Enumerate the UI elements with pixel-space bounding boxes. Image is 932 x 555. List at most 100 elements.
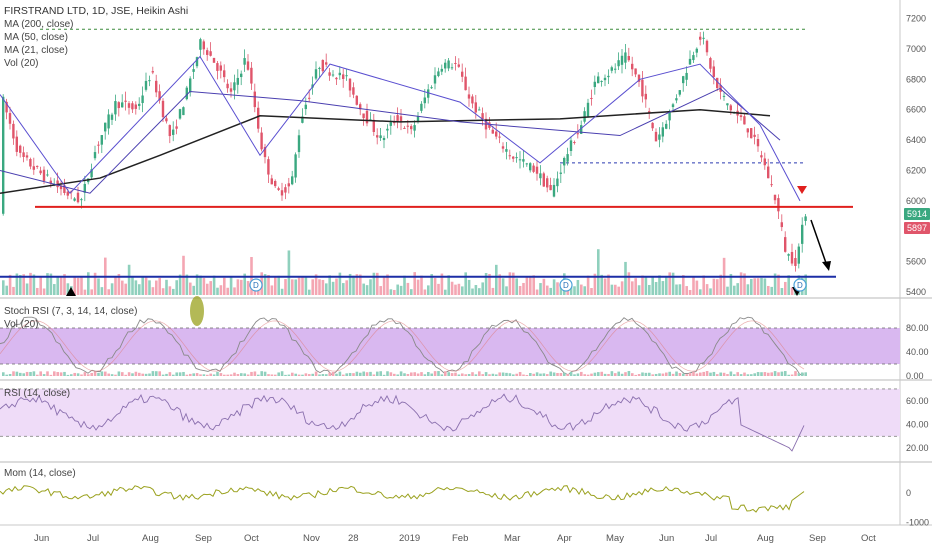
volume-bar [5,285,8,295]
candle-body [505,149,508,152]
volume-bar [73,277,76,295]
stoch-volume-bar [620,373,624,376]
candle-body [583,111,586,122]
candle-body [76,192,80,203]
volume-bar [189,282,192,295]
volume-bar [729,273,733,295]
candle-body [597,76,600,84]
price-tick-label: 7000 [906,44,926,54]
legend-ma200[interactable]: MA (200, close) [4,19,74,30]
stoch-volume-bar [559,372,563,376]
candles-group [2,31,807,272]
volume-bar [525,277,529,295]
candle-body [19,145,22,153]
volume-bar [784,281,787,295]
candle-body [682,76,685,84]
candle-body [600,80,603,82]
legend-ma50[interactable]: MA (50, close) [4,32,68,43]
stoch-volume-bar [59,372,63,376]
time-tick-label: Oct [861,533,876,544]
legend-vol[interactable]: Vol (20) [4,58,39,69]
volume-bar [263,274,267,295]
candle-body [729,105,732,111]
candle-body [389,122,392,126]
stoch-volume-bar [508,373,512,376]
rsi-label[interactable]: RSI (14, close) [4,388,71,399]
stoch-volume-bar [389,372,393,376]
candle-body [790,251,794,264]
candle-body [668,111,671,121]
candle-body [338,72,341,76]
candle-body [580,125,583,134]
stoch-volume-bar [675,371,678,376]
candle-body [746,128,749,133]
volume-bar [539,283,542,295]
volume-bar [641,275,644,295]
stoch-volume-bar [709,372,712,376]
candle-body [437,71,440,77]
volume-bar [750,279,753,295]
candle-body [692,55,695,61]
candle-body [257,107,260,129]
volume-bar [634,278,637,295]
candle-body [542,173,545,187]
time-tick-label: Oct [244,533,259,544]
candle-body [345,75,348,77]
candle-body [236,77,239,85]
time-tick-label: Aug [142,533,159,544]
stoch-volume-bar [19,372,22,376]
volume-bar [8,274,12,295]
volume-bar [19,274,22,295]
candle-body [325,62,328,65]
candle-body [712,66,715,77]
stoch-volume-bar [403,373,406,376]
legend-ma21[interactable]: MA (21, close) [4,45,68,56]
price-tick-label: 6200 [906,165,926,175]
candle-body [212,57,216,63]
candle-body [348,78,352,91]
volume-bar [277,275,280,295]
stoch-volume-bar [148,373,151,376]
ma200-line [0,108,771,194]
stoch-volume-bar [121,372,124,376]
volume-bar [291,279,294,295]
volume-bar [495,264,498,295]
symbol-title[interactable]: FIRSTRAND LTD, 1D, JSE, Heikin Ashi [4,5,189,17]
candle-body [240,73,243,78]
stoch-label[interactable]: Stoch RSI (7, 3, 14, 14, close) [4,306,138,317]
candle-body [433,75,437,84]
volume-bar [42,288,46,295]
candle-body [784,237,787,252]
volume-bar [682,275,685,295]
stoch-volume-bar [423,374,427,376]
candle-body [525,163,528,165]
stoch-tick-label: 0.00 [906,371,924,381]
volume-bar [488,273,491,295]
stoch-volume-bar [83,372,87,376]
candle-body [8,113,12,124]
volume-bar [240,279,243,295]
stoch-volume-bar [158,371,161,376]
stoch-volume-bar [760,372,763,376]
stoch-volume-bar [97,372,100,376]
ma21-line [0,55,801,202]
stoch-volume-bar [712,371,716,376]
candle-body [229,88,233,92]
candle-body [794,258,797,266]
stoch-vol-label[interactable]: Vol (20) [4,319,39,330]
mom-label[interactable]: Mom (14, close) [4,468,76,479]
stoch-volume-bar [488,374,491,376]
candle-body [518,159,522,161]
candle-body [379,135,382,139]
stoch-volume-bar [345,373,348,376]
volume-bar [790,287,794,295]
volume-bar [787,275,790,295]
volume-bar [379,286,382,295]
time-tick-label: 28 [348,533,359,544]
stoch-volume-bar [219,373,223,376]
dividend-marker-label: D [253,281,259,290]
stoch-volume-bar [386,371,389,376]
volume-bar [760,277,763,295]
candle-body [651,122,654,129]
